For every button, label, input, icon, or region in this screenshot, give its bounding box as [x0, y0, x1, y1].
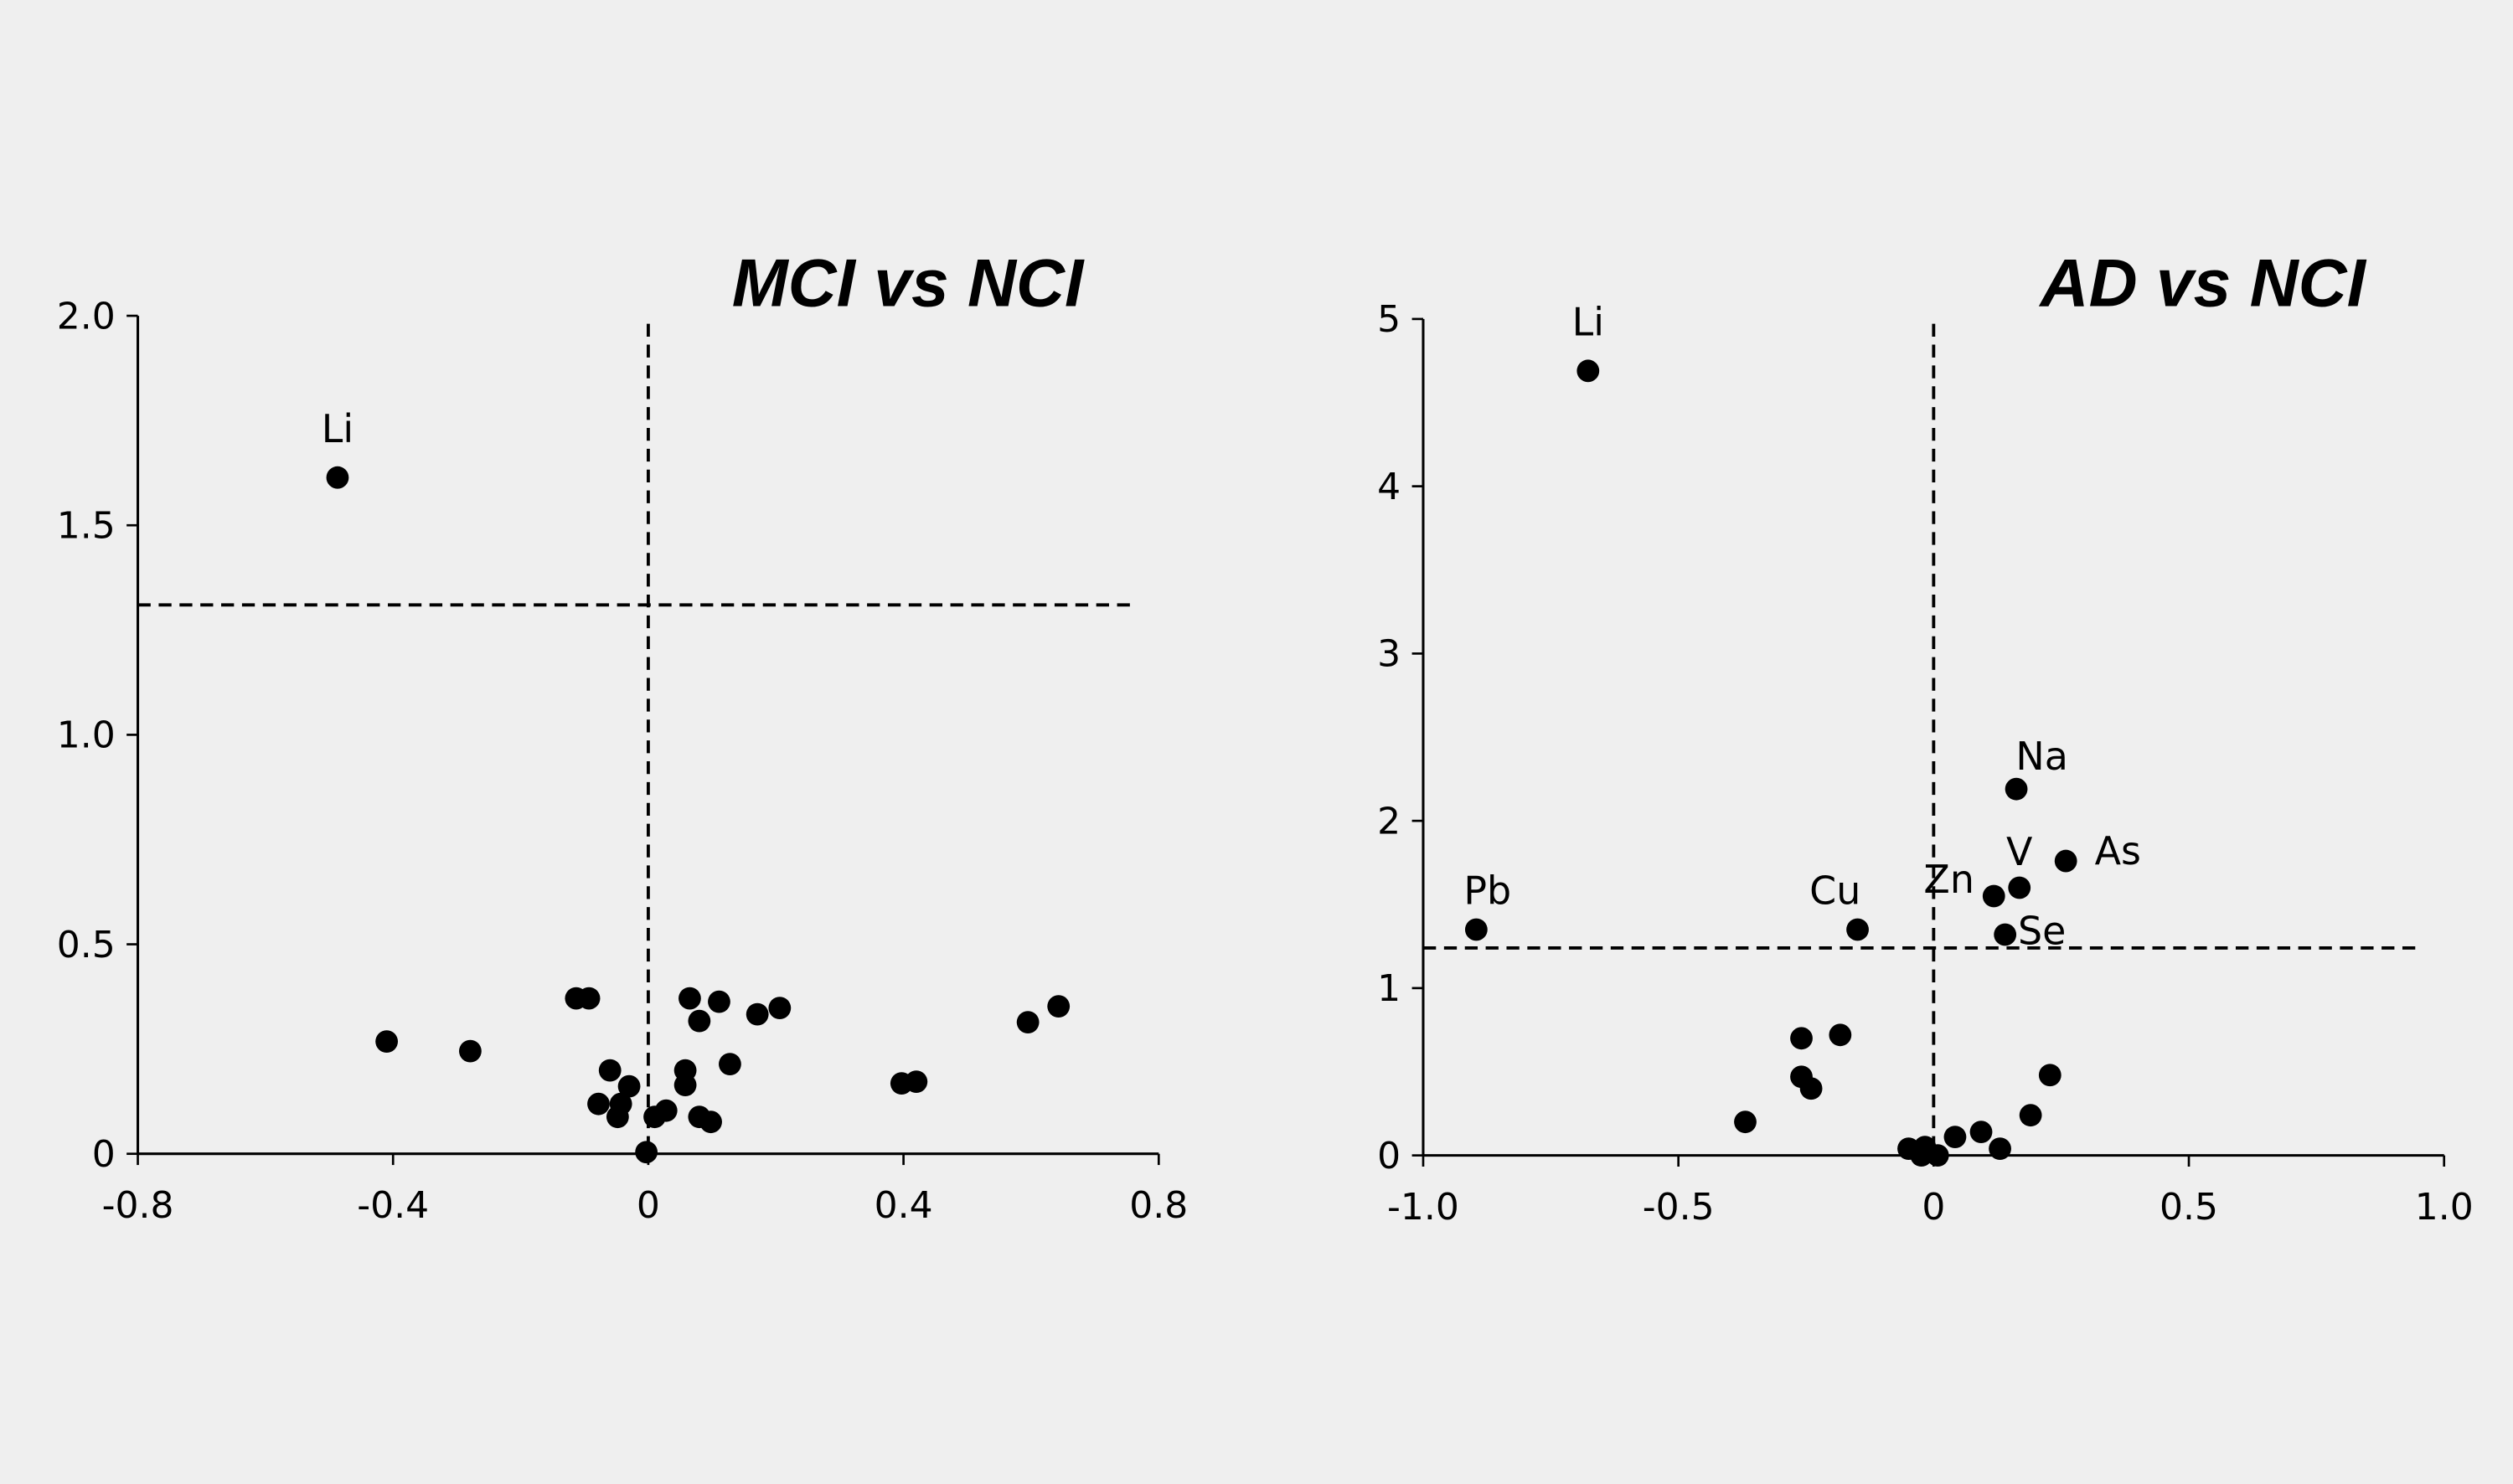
data-point — [905, 1070, 928, 1094]
data-point — [1982, 884, 2005, 908]
point-label-se: Se — [2018, 908, 2066, 953]
point-label-zn: Zn — [1923, 857, 1974, 902]
data-point — [654, 1099, 678, 1122]
point-label-na: Na — [2015, 734, 2067, 779]
data-point — [1910, 1144, 1933, 1167]
data-point — [1943, 1126, 1967, 1149]
data-point — [708, 990, 730, 1013]
data-point — [326, 466, 349, 489]
y-tick-label: 4 — [1377, 466, 1401, 508]
data-point — [2005, 777, 2028, 801]
x-tick-label: 0.5 — [2160, 1186, 2218, 1229]
data-point — [1829, 1023, 1852, 1047]
data-point — [768, 997, 792, 1019]
x-tick-label: -0.5 — [1643, 1186, 1715, 1229]
data-point — [587, 1092, 610, 1116]
x-tick-label: 0 — [1922, 1186, 1945, 1229]
data-point — [1790, 1027, 1813, 1050]
data-point — [2054, 849, 2077, 873]
x-tick-label: -1.0 — [1387, 1186, 1459, 1229]
data-point — [1846, 918, 1869, 941]
data-point — [375, 1030, 399, 1054]
y-tick-label: 0.5 — [57, 924, 116, 966]
y-tick-label: 3 — [1377, 633, 1401, 676]
x-tick-label: 0.4 — [875, 1184, 933, 1227]
data-point — [679, 987, 701, 1010]
y-tick-label: 5 — [1377, 298, 1401, 341]
point-label-li: Li — [1572, 300, 1604, 345]
y-tick-label: 2.0 — [57, 295, 116, 338]
y-tick-label: 2 — [1377, 800, 1401, 842]
y-tick-label: 1.5 — [57, 505, 116, 548]
point-label-v: V — [2006, 829, 2033, 874]
point-label-li: Li — [322, 406, 353, 451]
data-point — [1799, 1077, 1823, 1100]
chart-title-ad: AD vs NCI — [2039, 246, 2367, 322]
data-point — [1926, 1144, 1949, 1167]
data-point — [598, 1059, 622, 1082]
data-point — [2008, 876, 2031, 899]
data-point — [746, 1002, 769, 1026]
data-point — [1464, 918, 1488, 941]
x-tick-label: 0.8 — [1129, 1184, 1188, 1227]
data-point — [2019, 1104, 2042, 1127]
x-tick-label: 0 — [637, 1184, 660, 1227]
data-point — [1047, 995, 1071, 1018]
data-point — [1734, 1110, 1757, 1134]
chart-1: -1.0 -0.5 0 0.5 1.0 0 1 2 3 4 5 Li Pb Cu Zn V Na As Se — [1377, 298, 2474, 1229]
data-point — [606, 1105, 629, 1129]
y-tick-label: 0 — [1377, 1135, 1401, 1177]
data-point — [1989, 1137, 2011, 1161]
data-point — [673, 1074, 697, 1097]
x-tick-label: 1.0 — [2415, 1186, 2474, 1229]
y-tick-label: 1 — [1377, 967, 1401, 1010]
data-point — [1576, 359, 1600, 383]
data-point — [688, 1009, 711, 1033]
data-point — [635, 1141, 658, 1164]
data-point — [719, 1053, 741, 1076]
data-point — [1016, 1011, 1040, 1034]
data-point — [699, 1110, 722, 1134]
chart-0: -0.8 -0.4 0 0.4 0.8 0 0.5 1.0 1.5 2.0 Li — [57, 295, 1189, 1227]
data-point — [617, 1074, 641, 1098]
x-tick-label: -0.8 — [102, 1184, 174, 1227]
data-point — [1969, 1121, 1993, 1144]
x-tick-label: -0.4 — [357, 1184, 429, 1227]
point-label-cu: Cu — [1809, 868, 1860, 913]
point-label-as: As — [2095, 828, 2141, 873]
y-tick-label: 0 — [92, 1133, 116, 1176]
chart-title-mci: MCI vs NCI — [732, 246, 1085, 322]
data-point — [1994, 923, 2017, 946]
data-point — [2038, 1064, 2061, 1087]
y-tick-label: 1.0 — [57, 714, 116, 757]
data-point — [577, 987, 601, 1010]
data-point — [459, 1039, 482, 1063]
point-label-pb: Pb — [1463, 868, 1511, 913]
